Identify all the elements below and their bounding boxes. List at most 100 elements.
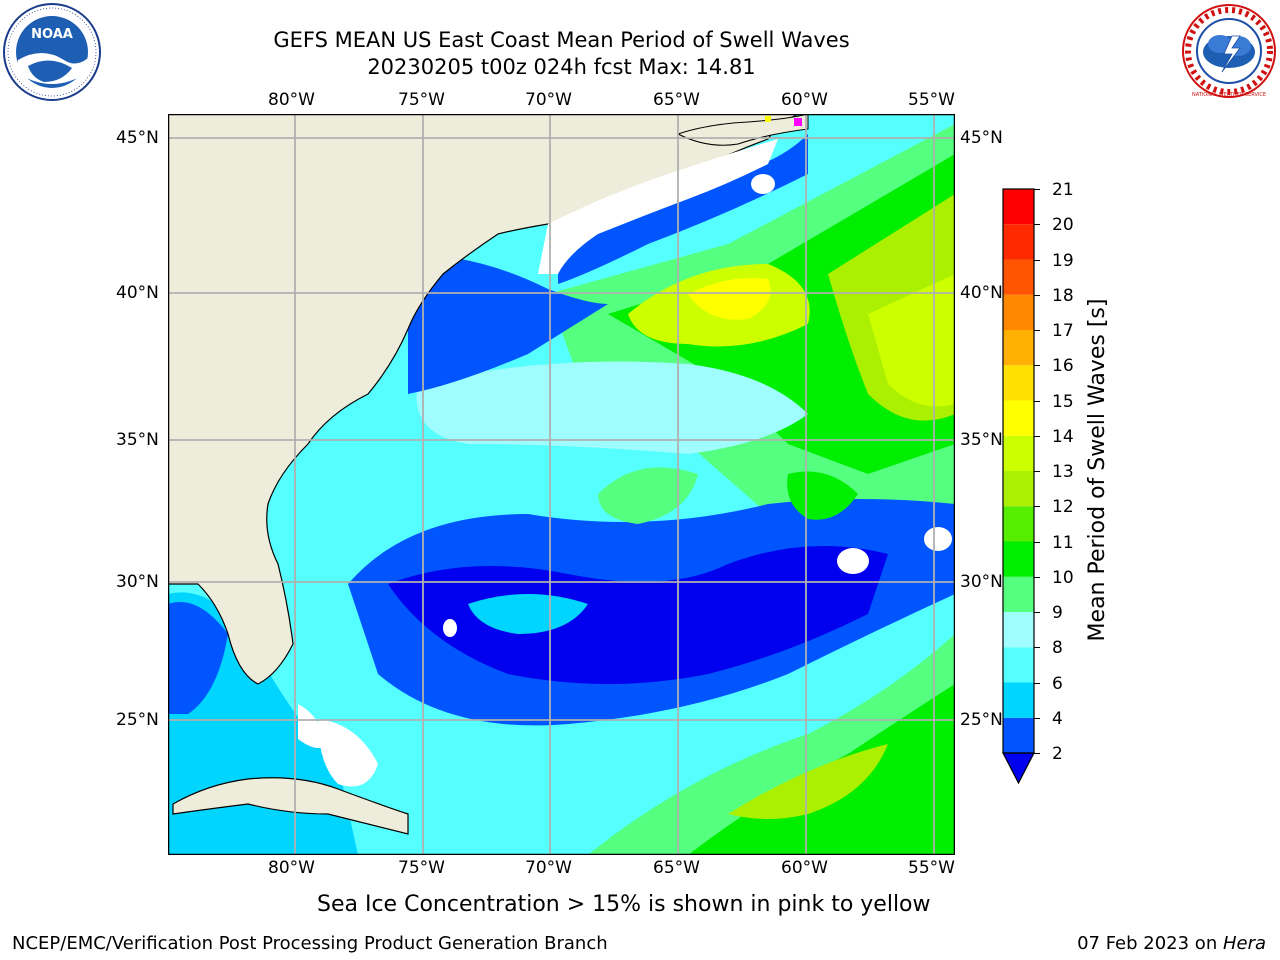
colorbar-segment bbox=[1003, 189, 1034, 225]
lat-label-right-35n: 35°N bbox=[960, 430, 1003, 450]
colorbar-tick-label: 19 bbox=[1052, 250, 1074, 271]
colorbar-tick-mark bbox=[1034, 400, 1040, 402]
swell-region-4-a bbox=[468, 594, 588, 634]
colorbar-tick-label: 11 bbox=[1052, 532, 1074, 553]
colorbar-tick-label: 2 bbox=[1052, 744, 1063, 764]
noaa-logo: NOAA bbox=[2, 2, 102, 102]
lon-label-bottom-80w: 80°W bbox=[268, 858, 315, 878]
colorbar-segment bbox=[1003, 506, 1034, 542]
colorbar-tick-mark bbox=[1034, 506, 1040, 508]
colorbar-tick-mark bbox=[1034, 753, 1040, 754]
colorbar-segment bbox=[1003, 400, 1034, 436]
lon-label-top-65w: 65°W bbox=[653, 90, 700, 110]
colorbar-tick-label: 18 bbox=[1052, 285, 1074, 306]
colorbar-tick-mark bbox=[1034, 224, 1040, 226]
map-panel bbox=[167, 113, 956, 856]
colorbar-segment bbox=[1003, 365, 1034, 401]
colorbar-tick-label: 21 bbox=[1052, 180, 1074, 200]
colorbar-tick-label: 17 bbox=[1052, 321, 1074, 341]
footer-host: Hera bbox=[1222, 933, 1266, 954]
colorbar-svg bbox=[1002, 188, 1035, 785]
swell-region-12-c bbox=[728, 744, 888, 819]
footer-right: 07 Feb 2023 on Hera bbox=[1077, 933, 1266, 955]
colorbar-label: Mean Period of Swell Waves [s] bbox=[1085, 298, 1110, 642]
colorbar-tick-label: 20 bbox=[1052, 215, 1074, 236]
sea-ice-pixel-b bbox=[765, 116, 771, 122]
lat-label-right-45n: 45°N bbox=[960, 128, 1003, 148]
colorbar-segment bbox=[1003, 612, 1034, 648]
colorbar-ticks: 2 4 6 8 9 10 11 12 13 14 15 16 17 18 19 20 21 bbox=[1034, 180, 1090, 770]
colorbar-tick-mark bbox=[1034, 189, 1040, 190]
colorbar-tick-label: 12 bbox=[1052, 497, 1074, 518]
colorbar-segment bbox=[1003, 259, 1034, 295]
noaa-logo-text: NOAA bbox=[31, 27, 73, 42]
swell-region-8 bbox=[416, 361, 808, 454]
nws-logo-text: NATIONAL WEATHER SERVICE bbox=[1192, 92, 1266, 98]
sea-ice-pixel bbox=[794, 118, 802, 126]
no-data-patch-b bbox=[924, 527, 952, 551]
footer-left: NCEP/EMC/Verification Post Processing Pr… bbox=[12, 933, 608, 954]
colorbar-segment bbox=[1003, 471, 1034, 507]
lon-label-top-55w: 55°W bbox=[908, 90, 955, 110]
land-cuba bbox=[172, 777, 409, 835]
colorbar-tick-label: 9 bbox=[1052, 603, 1063, 623]
lon-label-top-75w: 75°W bbox=[398, 90, 445, 110]
lat-label-left-40n: 40°N bbox=[116, 283, 159, 303]
swell-region-11-b bbox=[787, 471, 858, 520]
lon-label-top-80w: 80°W bbox=[268, 90, 315, 110]
colorbar-tick-label: 15 bbox=[1052, 391, 1074, 412]
colorbar-tick-mark bbox=[1034, 647, 1040, 649]
sea-ice-note: Sea Ice Concentration > 15% is shown in … bbox=[317, 892, 931, 917]
no-data-patch-c bbox=[443, 619, 457, 637]
colorbar-tick-mark bbox=[1034, 612, 1040, 613]
colorbar-segment bbox=[1003, 541, 1034, 577]
lat-label-left-30n: 30°N bbox=[116, 572, 159, 592]
lon-label-top-70w: 70°W bbox=[525, 90, 572, 110]
colorbar-tick-label: 6 bbox=[1052, 673, 1063, 694]
colorbar-tick-mark bbox=[1034, 682, 1040, 684]
colorbar-tick-mark bbox=[1034, 435, 1040, 437]
swell-region-14 bbox=[688, 278, 771, 320]
swell-region-9-b bbox=[598, 467, 698, 524]
lon-label-top-60w: 60°W bbox=[781, 90, 828, 110]
lat-label-right-25n: 25°N bbox=[960, 710, 1003, 730]
colorbar-segment bbox=[1003, 717, 1034, 753]
no-data-bahamas-b bbox=[318, 719, 378, 787]
no-data-patch-a bbox=[837, 548, 869, 574]
chart-title: GEFS MEAN US East Coast Mean Period of S… bbox=[273, 28, 850, 52]
lat-label-left-45n: 45°N bbox=[116, 128, 159, 148]
graticule bbox=[168, 114, 955, 855]
lat-label-left-35n: 35°N bbox=[116, 430, 159, 450]
lon-label-bottom-65w: 65°W bbox=[653, 858, 700, 878]
colorbar-segment bbox=[1003, 224, 1034, 260]
colorbar-segment bbox=[1003, 576, 1034, 612]
lon-label-bottom-60w: 60°W bbox=[781, 858, 828, 878]
colorbar-tick-mark bbox=[1034, 330, 1040, 331]
colorbar-tick-mark bbox=[1034, 294, 1040, 296]
lon-label-bottom-75w: 75°W bbox=[398, 858, 445, 878]
colorbar-tick-label: 13 bbox=[1052, 462, 1074, 482]
lat-label-right-30n: 30°N bbox=[960, 572, 1003, 592]
colorbar-segment bbox=[1003, 435, 1034, 471]
colorbar-tick-mark bbox=[1034, 259, 1040, 261]
colorbar-tick-mark bbox=[1034, 541, 1040, 543]
no-data-patch-d bbox=[751, 174, 775, 194]
colorbar-tick-mark bbox=[1034, 471, 1040, 472]
colorbar-segment bbox=[1003, 330, 1034, 366]
colorbar-extend-arrow bbox=[1002, 752, 1035, 785]
lat-label-left-25n: 25°N bbox=[116, 710, 159, 730]
map-svg bbox=[167, 113, 956, 856]
colorbar-tick-label: 4 bbox=[1052, 708, 1063, 729]
no-data-shelf bbox=[538, 139, 778, 274]
colorbar-tick-label: 14 bbox=[1052, 426, 1074, 447]
lon-label-bottom-55w: 55°W bbox=[908, 858, 955, 878]
swell-region-2-c bbox=[408, 254, 608, 394]
map-frame bbox=[167, 113, 956, 856]
colorbar-tick-label: 16 bbox=[1052, 356, 1074, 377]
colorbar-tick-label: 8 bbox=[1052, 638, 1063, 659]
lat-label-right-40n: 40°N bbox=[960, 283, 1003, 303]
colorbar bbox=[1002, 188, 1036, 785]
colorbar-segment bbox=[1003, 647, 1034, 683]
colorbar-segment bbox=[1003, 682, 1034, 718]
swell-region-below-2 bbox=[388, 546, 888, 684]
